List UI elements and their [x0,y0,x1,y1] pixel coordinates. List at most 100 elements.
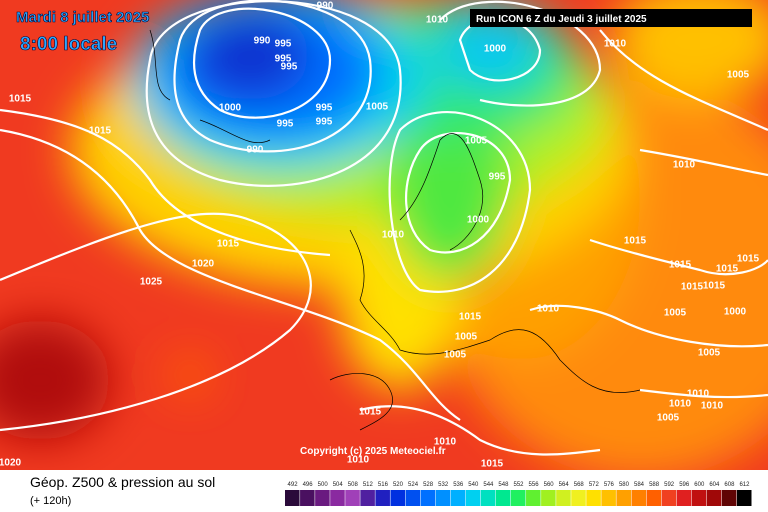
isobar-label: 1010 [687,389,710,400]
colorbar-swatch [601,490,616,506]
colorbar-label: 556 [529,482,540,488]
colorbar-label: 608 [724,482,735,488]
colorbar-label: 512 [363,482,374,488]
colorbar-swatch [285,490,300,506]
isobar-label: 1000 [219,103,242,114]
isobar-label: 1015 [89,126,112,137]
colorbar-swatch [450,490,466,506]
colorbar-label: 568 [574,482,585,488]
isobar-label: 1000 [467,215,490,226]
colorbar-swatch [526,490,541,506]
colorbar-label: 504 [333,482,344,488]
footer-lead: (+ 120h) [30,495,71,507]
colorbar-label: 588 [649,482,660,488]
copyright: Copyright (c) 2025 Meteociel.fr [300,446,446,457]
isobar-label: 1015 [481,459,504,470]
colorbar-label: 592 [664,482,675,488]
isobar-label: 1015 [737,254,760,265]
colorbar-label: 516 [378,482,389,488]
isobar-label: 1010 [426,15,449,26]
colorbar-swatch [405,490,421,506]
z500-shading [0,0,768,470]
isobar-label: 1005 [698,348,721,359]
isobar-label: 1015 [681,282,704,293]
colorbar-swatch [631,490,647,506]
isobar-label: 995 [316,103,333,114]
coastlines [149,29,641,431]
isobar-label: 1010 [347,455,370,466]
isobar-label: 990 [254,36,271,47]
isobar-label: 1010 [434,437,457,448]
isobar-label: 990 [247,145,264,156]
colorbar-label: 528 [423,482,434,488]
colorbar-swatch [375,490,390,506]
isobar-label: 1010 [701,401,724,412]
colorbar-label: 596 [679,482,690,488]
isobar-label: 1000 [484,44,507,55]
isobar-label: 1005 [664,308,687,319]
isobar-label: 1005 [465,136,488,147]
isobar-label: 1005 [455,332,478,343]
colorbar-label: 524 [408,482,419,488]
colorbar-label: 492 [288,482,299,488]
isobar-labels: 990 1010 990 995 1000 1010 995 995 1005 1015 1000 1… [0,1,760,470]
colorbar-swatch [390,490,406,506]
isobar-label: 1005 [444,350,467,361]
colorbar-swatch [616,490,631,506]
colorbar-label: 584 [634,482,645,488]
colorbar-label: 572 [589,482,600,488]
colorbar-label: 560 [544,482,555,488]
colorbar-label: 576 [604,482,615,488]
isobar-label: 1010 [669,399,692,410]
colorbar-label: 520 [393,482,404,488]
colorbar-swatch [495,490,511,506]
isobar-label: 1005 [657,413,680,424]
colorbar-label: 500 [318,482,329,488]
colorbar-swatch [315,490,330,506]
isobar-label: 990 [317,1,334,12]
isobar-label: 1015 [459,312,482,323]
isobar-label: 1015 [217,239,240,250]
isobar-label: 995 [275,39,292,50]
isobar-label: 1015 [669,260,692,271]
colorbar-label: 564 [559,482,570,488]
colorbar-label: 532 [438,482,449,488]
isobar-label: 1010 [673,160,696,171]
colorbar-label: 604 [709,482,720,488]
run-label: Run ICON 6 Z du Jeudi 3 juillet 2025 [476,14,647,25]
colorbar-swatch [360,490,375,506]
colorbar-swatch [586,490,601,506]
colorbar-swatch [480,490,496,506]
colorbar-swatch [571,490,586,506]
colorbar-swatch [465,490,481,506]
colorbar-label: 580 [619,482,630,488]
colorbar-label: 552 [513,482,524,488]
isobar-label: 995 [277,119,294,130]
isobar-label: 1015 [716,264,739,275]
colorbar-swatch [541,490,556,506]
colorbar-label: 612 [739,482,750,488]
isobar-label: 1010 [382,230,405,241]
isobar-label: 1020 [192,259,215,270]
colorbar-swatch [736,490,752,506]
isobar-label: 1010 [604,39,627,50]
colorbar-swatch [661,490,677,506]
colorbar-label: 536 [453,482,464,488]
colorbar-label: 548 [498,482,509,488]
isobar-label: 995 [489,172,506,183]
isobar-label: 1025 [140,277,163,288]
isobar-label: 995 [316,117,333,128]
colorbar-swatch [691,490,707,506]
colorbar-swatch [721,490,737,506]
run-banner [470,9,752,27]
colorbar-swatch [706,490,722,506]
colorbar: 492 496 500 504 508 512 516 520 524 528 532 536 540 5… [285,482,752,506]
colorbar-label: 508 [348,482,359,488]
isobar-label: 1015 [9,94,32,105]
isobar-label: 1005 [727,70,750,81]
time-label: 8:00 locale [20,34,117,55]
colorbar-swatch [300,490,315,506]
isobar-label: 1015 [703,281,726,292]
isobar-label: 1015 [359,407,382,418]
